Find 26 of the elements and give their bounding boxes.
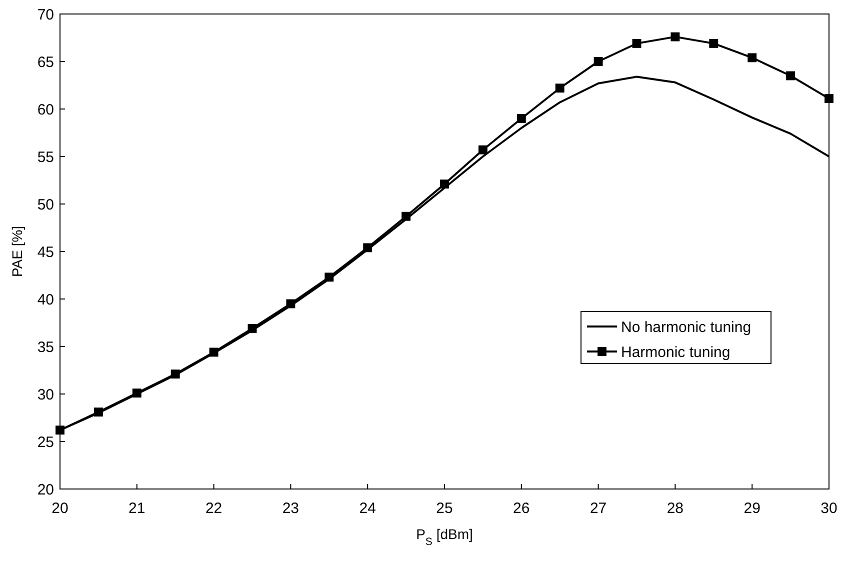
x-tick-label: 21 [128, 500, 146, 517]
x-tick-label: 28 [666, 500, 684, 517]
x-axis-title: P$_{S}$ [dBm] [416, 526, 473, 548]
x-tick-label: 22 [205, 500, 222, 517]
y-tick-label: 40 [37, 291, 54, 308]
x-tick-label: 26 [513, 500, 530, 517]
y-tick-label: 20 [37, 481, 54, 498]
legend-label: No harmonic tuning [621, 318, 752, 336]
x-tick-label: 25 [436, 500, 453, 517]
y-tick-label: 60 [37, 101, 54, 118]
y-tick-label: 45 [37, 244, 54, 261]
y-tick-label: 50 [37, 196, 54, 214]
y-tick-label: 25 [37, 434, 54, 451]
x-tick-label: 29 [744, 500, 760, 517]
y-axis-title: PAE [%] [9, 226, 25, 278]
y-tick-label: 35 [37, 338, 54, 356]
y-tick-label: 55 [37, 148, 54, 166]
y-tick-label: 70 [37, 6, 54, 24]
x-tick-label: 30 [820, 500, 838, 517]
x-tick-label: 24 [359, 500, 376, 517]
legend-label: Harmonic tuning [621, 344, 730, 361]
x-tick-label: 20 [52, 500, 68, 517]
x-tick-label: 27 [590, 500, 607, 517]
y-tick-label: 65 [37, 54, 54, 71]
x-tick-label: 23 [282, 500, 300, 517]
y-tick-label: 30 [37, 386, 54, 404]
